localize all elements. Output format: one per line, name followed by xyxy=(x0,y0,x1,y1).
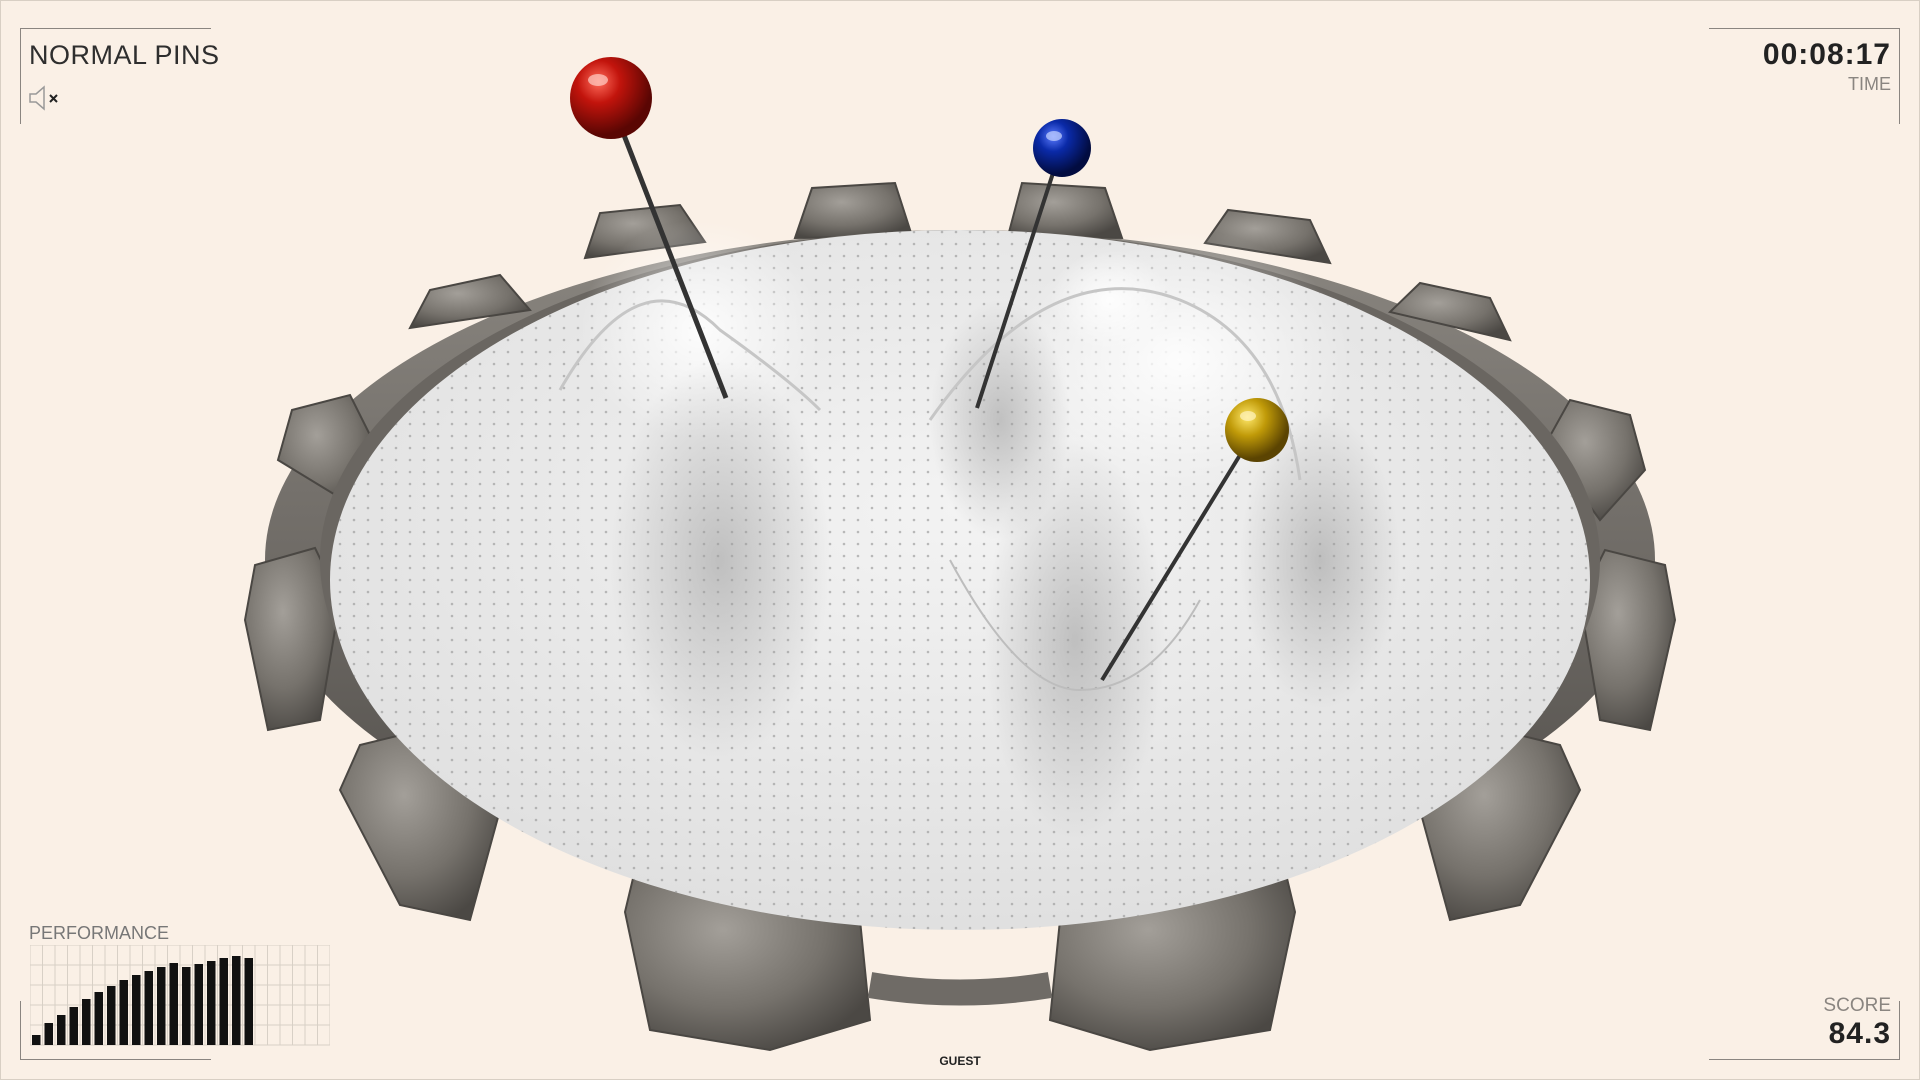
performance-bar xyxy=(157,967,166,1045)
player-name: GUEST xyxy=(939,1054,981,1068)
timer-value: 00:08:17 xyxy=(1762,38,1891,71)
performance-label: PERFORMANCE xyxy=(29,923,170,943)
hud-bracket-bottom-left xyxy=(20,1001,211,1060)
hud-bracket-top-right xyxy=(1709,28,1900,124)
performance-bar xyxy=(207,961,216,1045)
performance-bar xyxy=(94,992,103,1045)
gold-pin[interactable] xyxy=(1100,398,1289,682)
game-title: NORMAL PINS xyxy=(29,40,220,70)
timer-label: TIME xyxy=(1848,74,1891,94)
performance-bar xyxy=(107,986,116,1045)
performance-bar xyxy=(57,1015,66,1045)
blue-pin[interactable] xyxy=(975,119,1091,409)
score-value: 84.3 xyxy=(1828,1017,1891,1050)
speaker-muted-icon xyxy=(29,85,58,111)
red-pin[interactable] xyxy=(570,57,729,399)
performance-bar xyxy=(82,999,91,1045)
performance-bar xyxy=(182,967,191,1045)
performance-bar xyxy=(132,975,141,1045)
performance-bar xyxy=(144,971,153,1045)
performance-bar xyxy=(244,958,253,1045)
performance-bar xyxy=(194,964,203,1045)
performance-graph xyxy=(30,945,330,1046)
performance-bar xyxy=(169,963,178,1045)
performance-bar xyxy=(119,980,128,1045)
performance-bar xyxy=(232,956,241,1045)
performance-bar xyxy=(69,1007,78,1045)
sound-toggle[interactable] xyxy=(28,84,64,112)
performance-bar xyxy=(219,958,228,1045)
hud-bracket-bottom-right xyxy=(1709,1001,1900,1060)
hud-bracket-top-left xyxy=(20,28,211,124)
performance-bar xyxy=(32,1035,41,1045)
score-label: SCORE xyxy=(1823,995,1891,1016)
performance-bar xyxy=(44,1023,53,1045)
